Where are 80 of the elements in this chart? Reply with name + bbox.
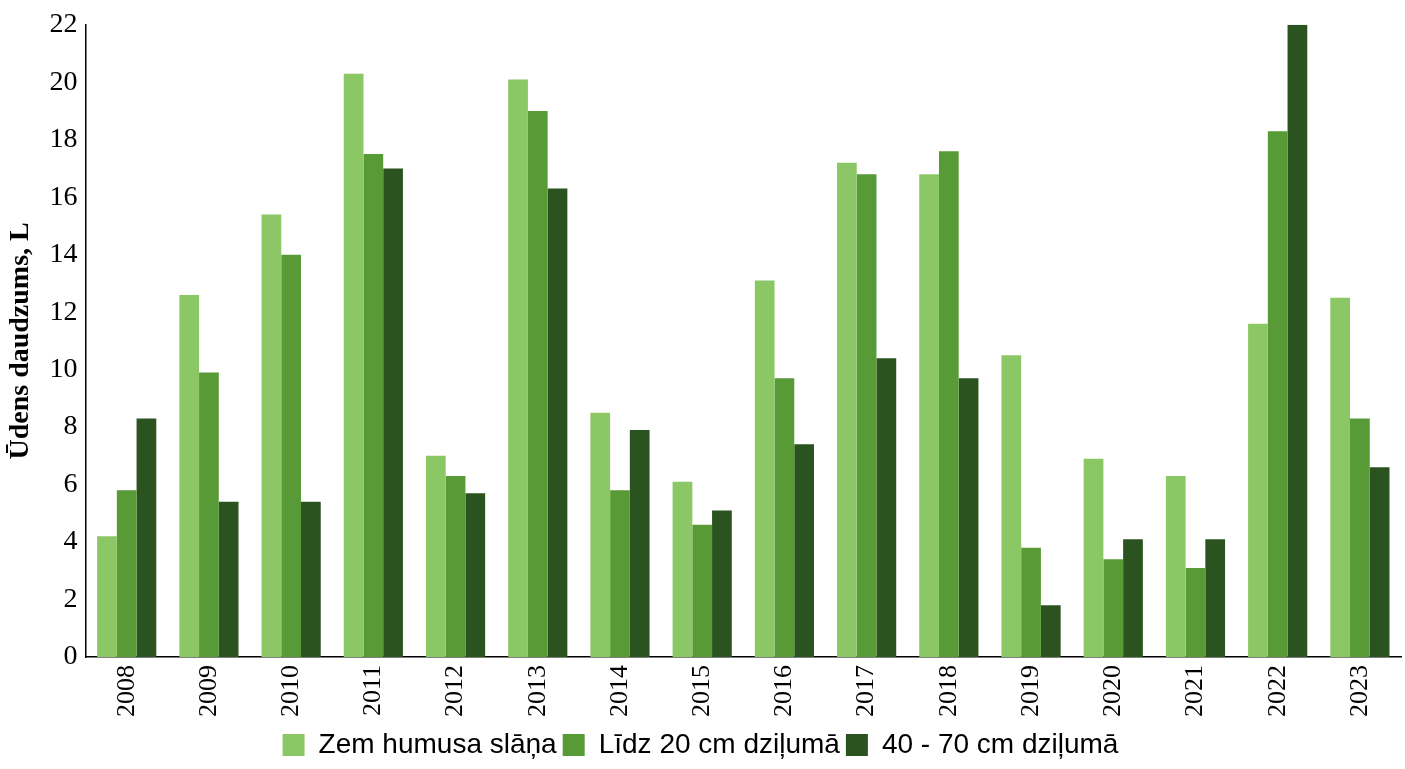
y-tick-label: 10 xyxy=(49,352,78,383)
x-tick-label: 2008 xyxy=(110,665,140,717)
bar xyxy=(218,501,239,657)
bar xyxy=(692,524,713,657)
bar xyxy=(610,490,630,657)
bar xyxy=(1287,24,1308,657)
bar xyxy=(672,481,693,657)
bar xyxy=(774,378,795,657)
y-tick-label: 22 xyxy=(49,7,78,39)
y-tick-label: 0 xyxy=(63,639,78,671)
bar xyxy=(1001,355,1022,657)
bar xyxy=(1267,131,1288,657)
x-tick-label: 2014 xyxy=(603,665,633,717)
bar xyxy=(958,378,979,657)
bar xyxy=(919,174,939,657)
bar xyxy=(179,294,200,657)
x-tick-label: 2011 xyxy=(357,665,387,717)
y-axis-title: Ūdens daudzums, L xyxy=(3,222,35,460)
bar xyxy=(136,418,157,657)
bar xyxy=(199,372,219,657)
bar xyxy=(629,429,650,657)
y-tick-label: 16 xyxy=(49,179,78,211)
y-tick-label: 8 xyxy=(63,409,78,441)
bar xyxy=(508,79,528,657)
y-tick-label: 12 xyxy=(49,294,78,326)
bar xyxy=(1123,539,1143,657)
bar xyxy=(343,73,364,657)
x-tick-label: 2013 xyxy=(521,665,551,717)
bar xyxy=(754,280,775,657)
x-tick-label: 2017 xyxy=(850,665,880,717)
x-tick-label: 2021 xyxy=(1179,665,1209,717)
bar xyxy=(1350,418,1370,657)
bar xyxy=(363,154,384,657)
y-tick-label: 2 xyxy=(63,581,78,613)
bar xyxy=(1185,567,1206,657)
bar xyxy=(281,254,301,657)
bar xyxy=(261,214,282,657)
bar xyxy=(1205,539,1226,657)
x-tick-label: 2012 xyxy=(439,665,469,717)
legend-label: Zem humusa slāņa xyxy=(318,727,558,759)
bar xyxy=(1330,297,1351,657)
y-tick-label: 6 xyxy=(63,466,78,498)
x-tick-label: 2022 xyxy=(1261,665,1291,717)
bar xyxy=(425,455,446,657)
x-tick-label: 2019 xyxy=(1014,665,1044,717)
bar xyxy=(1248,323,1268,657)
x-tick-label: 2020 xyxy=(1097,665,1127,717)
bar xyxy=(938,151,959,657)
bar xyxy=(97,536,117,657)
bar xyxy=(301,501,321,657)
y-tick-label: 4 xyxy=(63,524,78,556)
bar xyxy=(1165,475,1186,657)
bar xyxy=(837,162,857,657)
bar xyxy=(1369,467,1390,657)
legend-label: 40 - 70 cm dziļumā xyxy=(881,727,1119,759)
bar xyxy=(1103,559,1124,657)
y-tick-label: 20 xyxy=(49,64,78,96)
x-tick-label: 2023 xyxy=(1343,665,1373,717)
bar xyxy=(1021,547,1041,657)
bar xyxy=(876,358,897,657)
bar xyxy=(1083,458,1104,657)
bar xyxy=(712,510,732,657)
x-tick-label: 2015 xyxy=(686,665,716,717)
x-tick-label: 2016 xyxy=(768,665,798,717)
bar xyxy=(794,444,814,657)
x-tick-label: 2009 xyxy=(192,665,222,717)
bar xyxy=(1040,605,1061,657)
bar xyxy=(527,111,548,657)
x-tick-label: 2018 xyxy=(932,665,962,717)
bar xyxy=(116,490,137,657)
bar xyxy=(590,412,611,657)
bar xyxy=(445,475,466,657)
y-tick-label: 18 xyxy=(49,122,78,154)
bar xyxy=(465,493,486,657)
x-tick-label: 2010 xyxy=(274,665,304,717)
bar xyxy=(856,174,877,657)
bar xyxy=(547,188,568,657)
bar xyxy=(383,168,403,657)
y-tick-label: 14 xyxy=(49,237,78,269)
legend-label: Līdz 20 cm dziļumā xyxy=(598,727,841,759)
